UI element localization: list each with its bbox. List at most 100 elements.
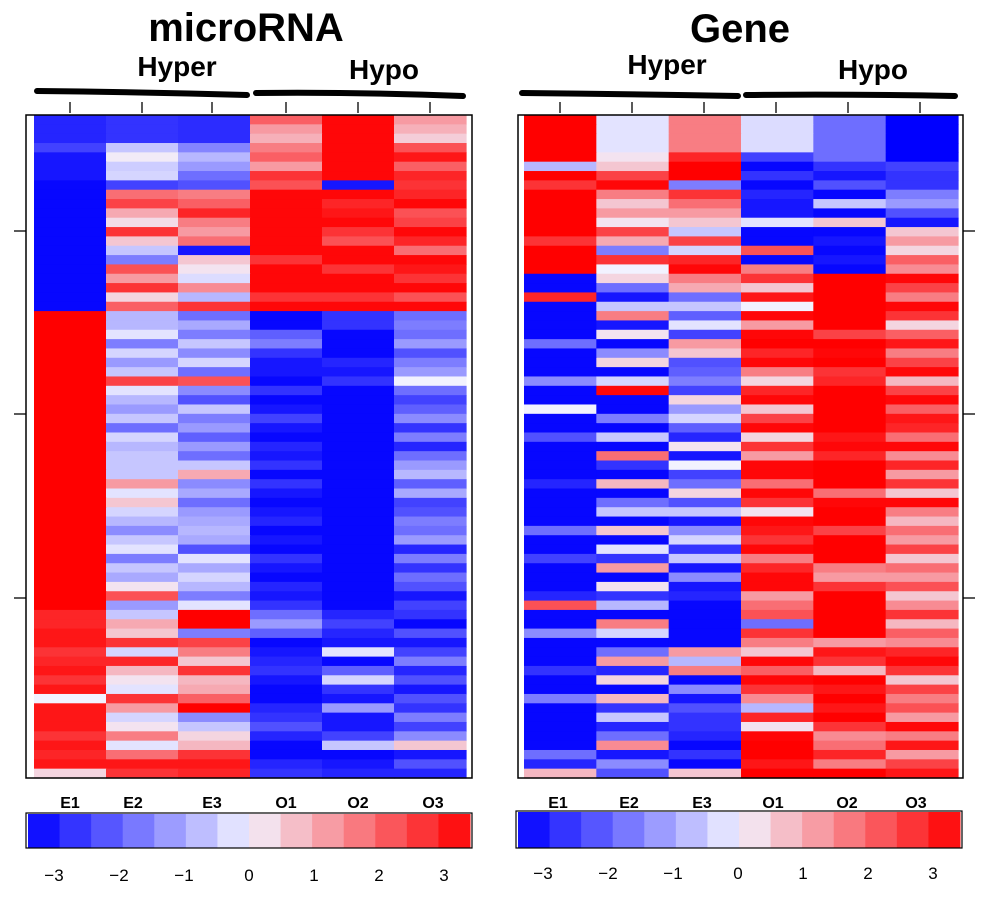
heatmap-cell xyxy=(178,600,251,611)
heatmap-cell xyxy=(885,656,959,667)
heatmap-cell xyxy=(668,217,742,228)
heatmap-cell xyxy=(524,143,597,153)
heatmap-cell xyxy=(178,292,251,303)
heatmap-cell xyxy=(668,432,742,443)
heatmap-cell xyxy=(524,255,597,266)
heatmap-cell xyxy=(250,329,323,340)
heatmap-cell xyxy=(524,693,597,704)
heatmap-cell xyxy=(668,320,742,331)
heatmap-cell xyxy=(668,637,742,648)
heatmap-cell xyxy=(813,609,887,620)
color-key-swatch xyxy=(865,812,898,848)
color-key-swatch xyxy=(707,812,740,848)
heatmap-cell xyxy=(106,600,179,611)
heatmap-cell xyxy=(178,413,251,424)
heatmap-cell xyxy=(813,339,887,350)
heatmap-cell xyxy=(34,301,107,312)
heatmap-cell xyxy=(106,171,179,181)
heatmap-cell xyxy=(813,675,887,686)
heatmap-cell xyxy=(106,441,179,452)
heatmap-cell xyxy=(741,507,814,518)
heatmap-cell xyxy=(668,236,742,247)
heatmap-cell xyxy=(322,675,395,686)
heatmap-cell xyxy=(524,423,597,434)
heatmap-cell xyxy=(596,553,670,564)
heatmap-cell xyxy=(741,731,814,742)
heatmap-cell xyxy=(596,591,670,602)
heatmap-cell xyxy=(34,609,107,620)
heatmap-cell xyxy=(250,264,323,275)
color-key-swatch xyxy=(217,814,250,848)
heatmap-cell xyxy=(394,180,467,191)
heatmap-cell xyxy=(322,488,395,499)
panel-title: Gene xyxy=(690,7,790,51)
heatmap-cell xyxy=(394,749,467,760)
color-key-swatch xyxy=(280,814,313,848)
heatmap-cell xyxy=(322,497,395,508)
heatmap-cell xyxy=(394,171,467,181)
heatmap-cell xyxy=(250,413,323,424)
heatmap-cell xyxy=(885,619,959,630)
heatmap-cell xyxy=(813,563,887,574)
heatmap-cell xyxy=(178,367,251,378)
group-bar-hyper xyxy=(34,88,250,98)
heatmap-cell xyxy=(741,479,814,490)
heatmap-cell xyxy=(668,712,742,723)
heatmap-cell xyxy=(34,572,107,583)
heatmap-cell xyxy=(524,451,597,462)
heatmap-cell xyxy=(394,227,467,237)
heatmap-cell xyxy=(668,441,742,452)
heatmap-cell xyxy=(322,656,395,667)
heatmap-cell xyxy=(178,320,251,331)
heatmap-cell xyxy=(178,553,251,564)
heatmap-cell xyxy=(106,488,179,499)
heatmap-cell xyxy=(596,339,670,350)
heatmap-cell xyxy=(741,115,814,125)
color-key-swatch xyxy=(154,814,187,848)
color-key-swatch xyxy=(644,812,677,848)
heatmap-cell xyxy=(813,217,887,228)
heatmap-cell xyxy=(741,376,814,387)
sample-label-o2: O2 xyxy=(347,795,368,812)
heatmap-cell xyxy=(322,637,395,648)
heatmap-cell xyxy=(813,507,887,518)
heatmap-cell xyxy=(668,367,742,378)
heatmap-cell xyxy=(250,245,323,256)
heatmap-cell xyxy=(885,311,959,322)
heatmap-cell xyxy=(250,703,323,714)
heatmap-cell xyxy=(178,115,251,125)
heatmap-cell xyxy=(106,115,179,125)
heatmap-cell xyxy=(394,115,467,125)
heatmap-cell xyxy=(885,208,959,219)
heatmap-cell xyxy=(322,357,395,368)
heatmap-cell xyxy=(813,376,887,387)
color-key-frame xyxy=(25,812,473,849)
heatmap-cell xyxy=(596,712,670,723)
heatmap-cell xyxy=(322,264,395,275)
color-key-swatch xyxy=(438,814,471,848)
group-label-hyper: Hyper xyxy=(137,51,216,82)
heatmap-cell xyxy=(524,721,597,732)
heatmap-cell xyxy=(322,348,395,359)
heatmap-cell xyxy=(668,423,742,434)
heatmap-cell xyxy=(322,731,395,742)
heatmap-cell xyxy=(813,619,887,630)
heatmap-cell xyxy=(34,656,107,667)
heatmap-cell xyxy=(394,329,467,340)
heatmap-cell xyxy=(322,395,395,406)
group-label-hyper: Hyper xyxy=(627,49,706,80)
color-key-label: 1 xyxy=(798,864,807,883)
color-key-frame xyxy=(515,810,963,849)
heatmap-cell xyxy=(394,628,467,639)
heatmap-cell xyxy=(524,479,597,490)
column-ticks xyxy=(559,102,921,113)
heatmap-cell xyxy=(106,553,179,564)
heatmap-cell xyxy=(668,460,742,471)
heatmap-cell xyxy=(178,628,251,639)
heatmap-cell xyxy=(106,451,179,462)
heatmap-cell xyxy=(34,283,107,294)
heatmap-cell xyxy=(596,152,670,163)
heatmap-cell xyxy=(250,731,323,742)
heatmap-cell xyxy=(524,591,597,602)
heatmap-cell xyxy=(178,516,251,527)
